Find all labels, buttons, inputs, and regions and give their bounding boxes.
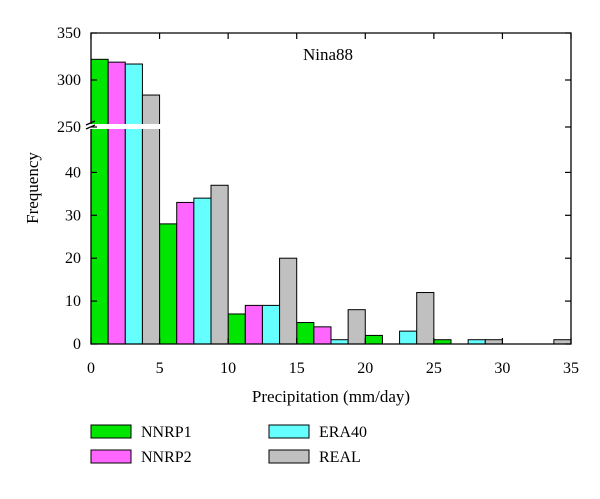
bar-real-15	[347, 309, 366, 345]
x-tick-label: 10	[220, 360, 236, 377]
legend-label-nnrp2: NNRP2	[141, 449, 192, 466]
bar-real-10	[279, 257, 298, 345]
y-tick-label: 40	[65, 164, 81, 181]
x-tick-label: 35	[563, 360, 579, 377]
legend-label-nnrp1: NNRP1	[141, 424, 192, 441]
x-tick-label: 15	[289, 360, 305, 377]
y-axis-break-mark	[85, 120, 96, 126]
axis-break-gap	[87, 124, 162, 129]
bar-nnrp1-10	[227, 313, 246, 345]
bar-era40-5	[193, 197, 212, 345]
legend-swatch-nnrp2	[90, 449, 132, 464]
x-tick-label: 25	[426, 360, 442, 377]
bar-nnrp2-15	[313, 326, 332, 345]
y-tick-label: 300	[57, 72, 81, 89]
y-tick-label: 10	[65, 293, 81, 310]
bar-nnrp2-10	[244, 304, 263, 345]
bar-era40-20	[399, 330, 418, 345]
y-tick-label: 0	[73, 336, 81, 353]
bar-real-0	[141, 94, 161, 345]
bar-nnrp1-15	[296, 322, 315, 345]
x-axis-label: Precipitation (mm/day)	[252, 387, 410, 406]
x-tick-label: 30	[494, 360, 510, 377]
legend-label-real: REAL	[319, 449, 361, 466]
x-tick-label: 5	[156, 360, 164, 377]
legend: NNRP1 NNRP2 ERA40 REAL	[90, 424, 367, 466]
legend-label-era40: ERA40	[319, 424, 367, 441]
x-tick-label: 0	[87, 360, 95, 377]
y-tick-label: 250	[57, 119, 81, 136]
bar-nnrp1-20	[364, 334, 383, 345]
bar-era40-10	[261, 304, 281, 345]
legend-swatch-era40	[268, 424, 310, 439]
legend-swatch-real	[268, 449, 310, 464]
bars-layer	[87, 58, 572, 345]
bar-nnrp2-5	[176, 201, 195, 345]
y-tick-label: 30	[65, 207, 81, 224]
y-tick-label: 350	[57, 25, 81, 42]
bar-nnrp2-0	[107, 61, 126, 345]
bar-nnrp1-5	[159, 223, 178, 345]
chart-title: Nina88	[303, 45, 353, 64]
y-axis-break-mark	[85, 124, 96, 130]
x-tick-label: 20	[357, 360, 373, 377]
bar-real-20	[416, 292, 435, 345]
y-axis-label: Frequency	[23, 152, 42, 224]
legend-swatch-nnrp1	[90, 424, 132, 439]
bar-era40-0	[124, 63, 143, 345]
bar-real-5	[210, 184, 229, 345]
y-tick-label: 20	[65, 250, 81, 267]
